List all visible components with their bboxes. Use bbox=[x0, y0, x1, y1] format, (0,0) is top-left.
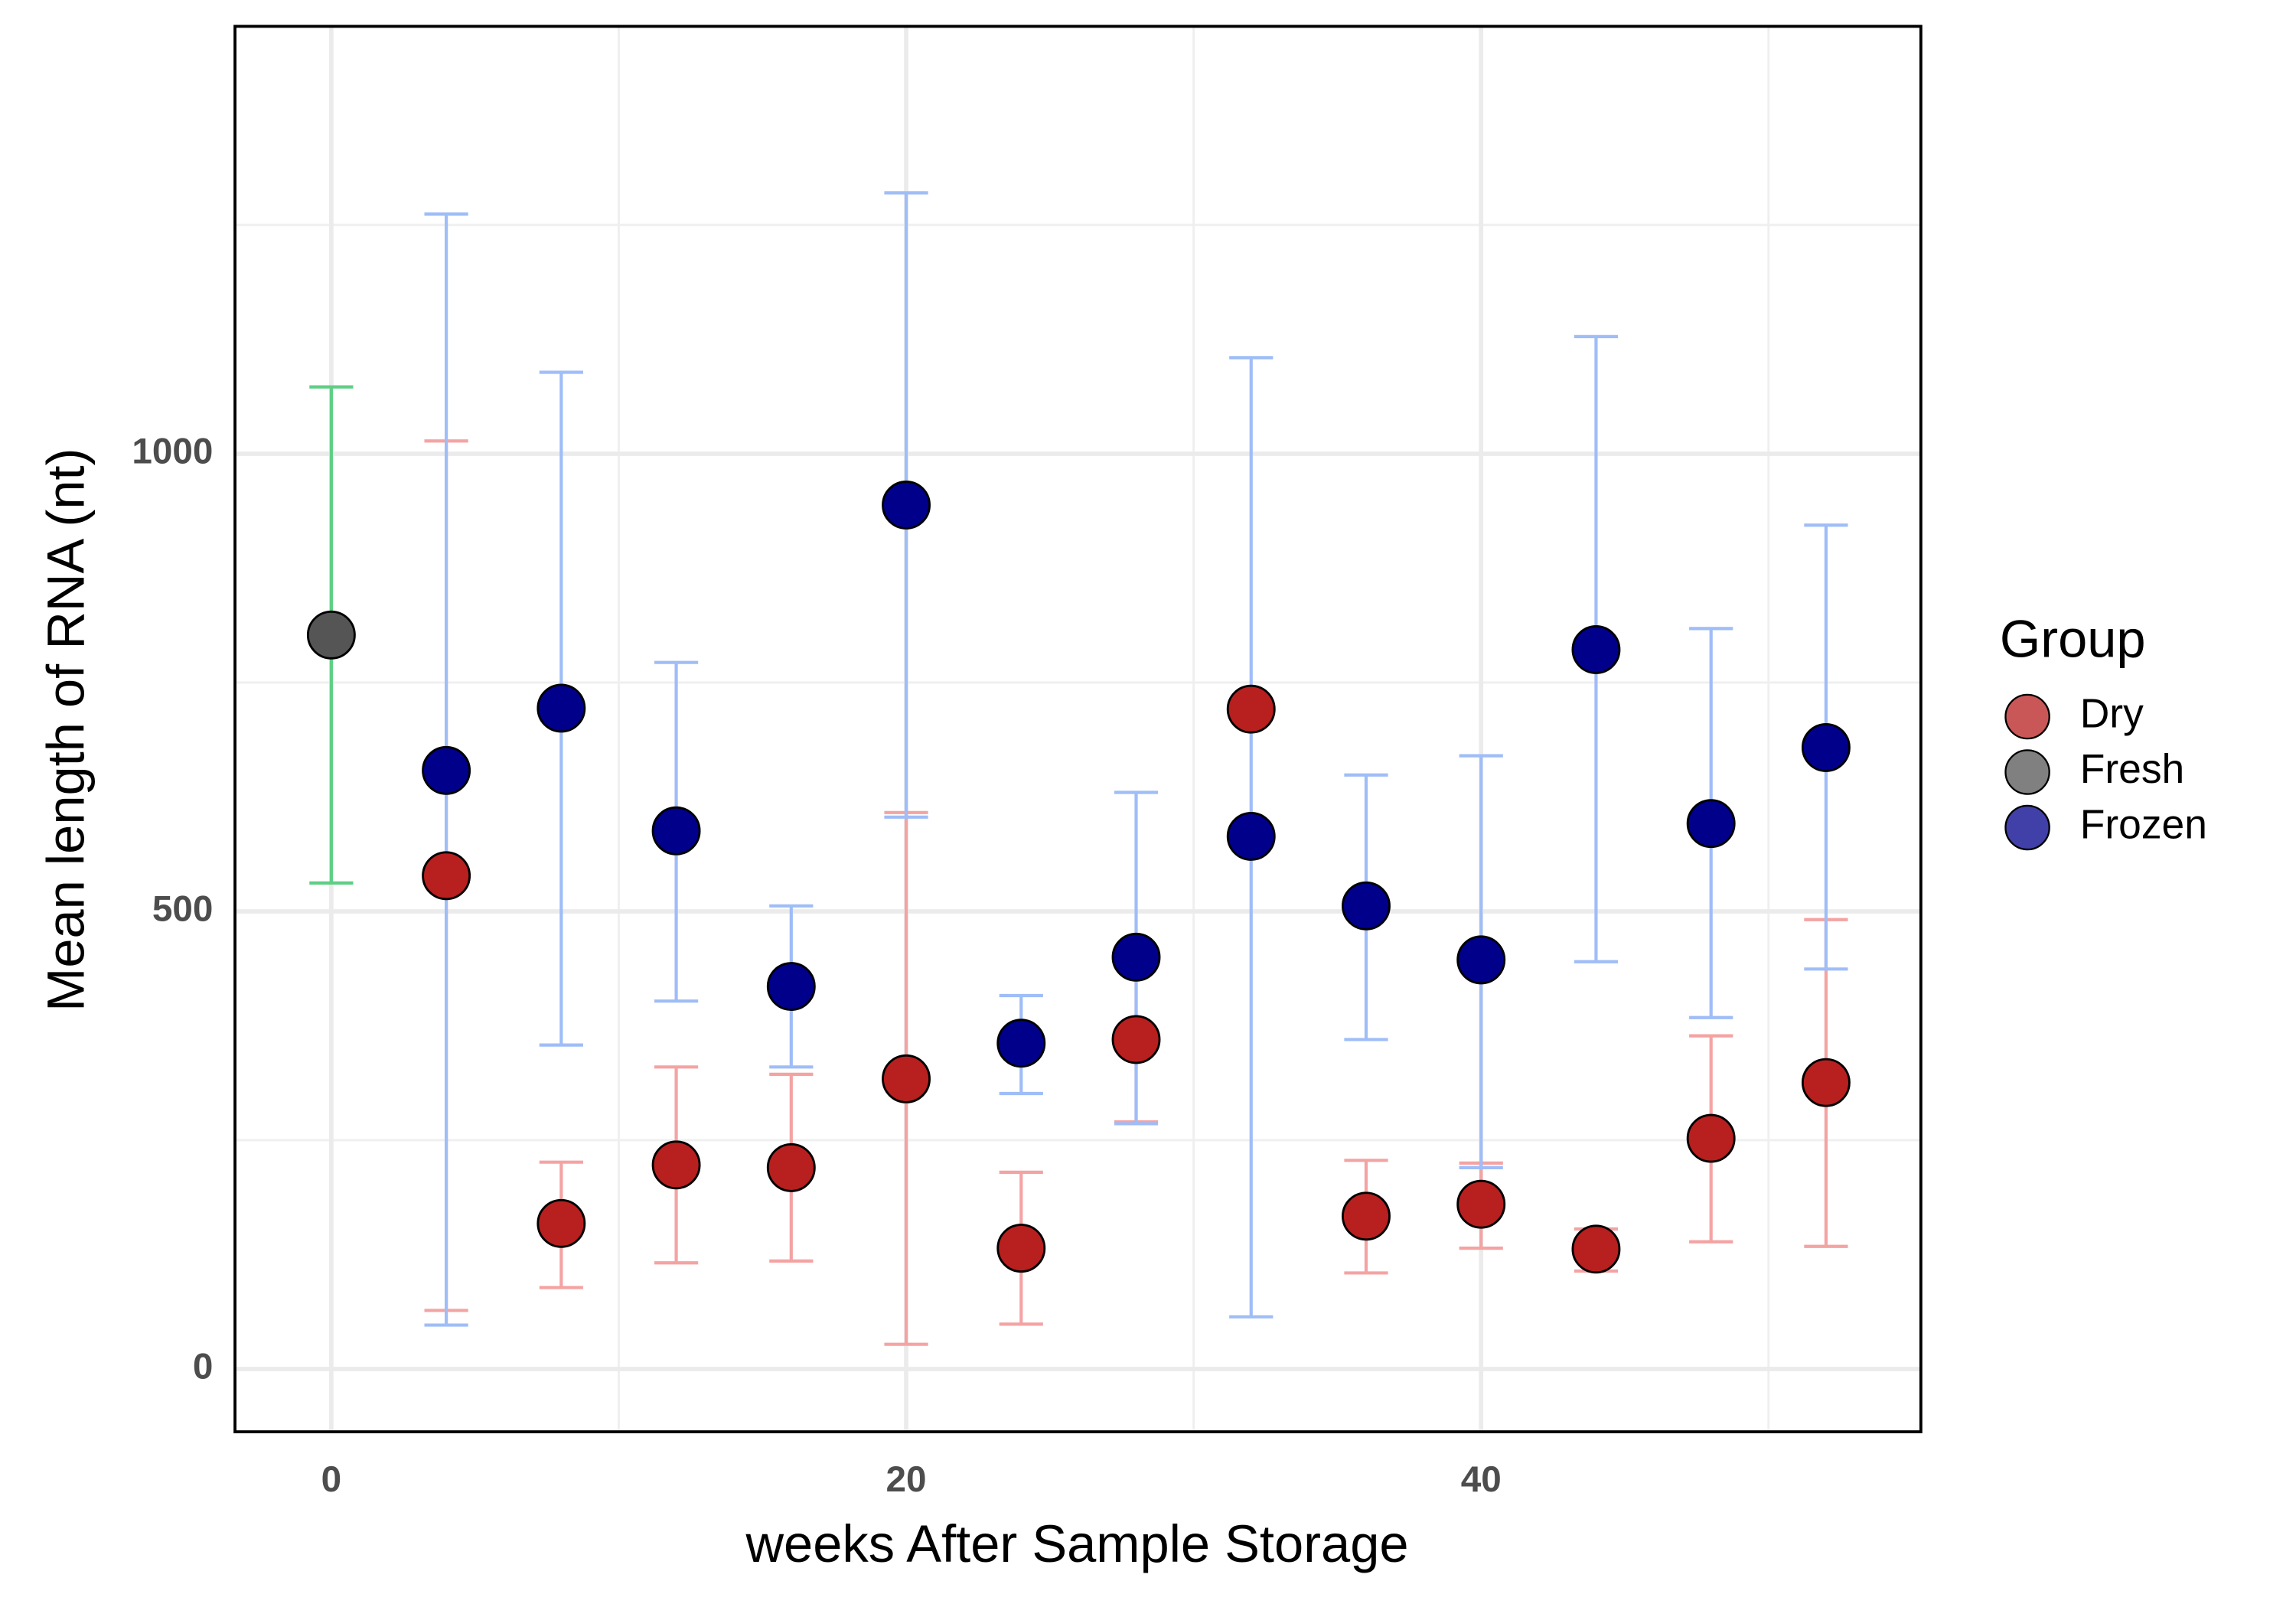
point bbox=[766, 962, 816, 1012]
point bbox=[1801, 1058, 1851, 1107]
point bbox=[306, 610, 356, 660]
point bbox=[1456, 1179, 1506, 1229]
x-tick-label: 40 bbox=[1461, 1459, 1502, 1500]
point bbox=[1456, 935, 1506, 985]
point bbox=[996, 1019, 1046, 1068]
point bbox=[1342, 1191, 1391, 1241]
legend-key bbox=[2004, 693, 2050, 740]
y-tick-label: 500 bbox=[152, 889, 214, 930]
point bbox=[1686, 1113, 1736, 1163]
point bbox=[1111, 932, 1161, 982]
point bbox=[1571, 624, 1621, 674]
legend-label: Dry bbox=[2080, 692, 2144, 737]
point bbox=[536, 683, 586, 733]
legend-label: Fresh bbox=[2080, 747, 2184, 792]
point bbox=[1686, 799, 1736, 849]
point bbox=[1801, 722, 1851, 772]
point bbox=[882, 1054, 931, 1103]
legend-key bbox=[2004, 749, 2050, 795]
legend-title: Group bbox=[2000, 609, 2146, 668]
point bbox=[1342, 881, 1391, 931]
point bbox=[766, 1143, 816, 1192]
point bbox=[996, 1224, 1046, 1273]
x-tick-label: 0 bbox=[321, 1459, 342, 1500]
point bbox=[651, 1140, 701, 1190]
panel-border bbox=[233, 24, 1923, 1433]
point bbox=[536, 1198, 586, 1248]
point bbox=[422, 745, 471, 795]
point bbox=[1111, 1015, 1161, 1064]
legend-label: Frozen bbox=[2080, 803, 2207, 848]
point bbox=[1226, 811, 1276, 861]
point bbox=[651, 806, 701, 856]
point bbox=[882, 481, 931, 530]
y-tick-label: 0 bbox=[193, 1347, 214, 1387]
point bbox=[422, 851, 471, 901]
legend-key bbox=[2004, 804, 2050, 851]
y-tick-label: 1000 bbox=[132, 432, 213, 472]
point bbox=[1226, 684, 1276, 734]
x-axis-title: weeks After Sample Storage bbox=[745, 1514, 1408, 1573]
point bbox=[1571, 1224, 1621, 1274]
x-tick-label: 20 bbox=[886, 1459, 927, 1500]
y-axis-title: Mean length of RNA (nt) bbox=[37, 448, 96, 1012]
